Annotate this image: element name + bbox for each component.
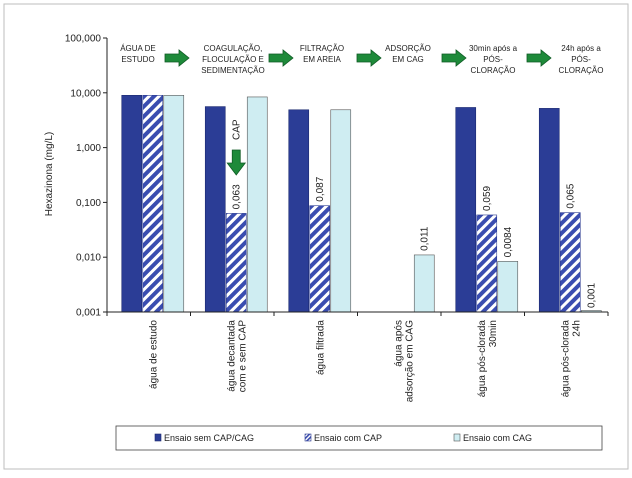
process-step-label: 30min após a xyxy=(469,44,518,53)
data-label: 0,011 xyxy=(419,226,430,251)
bar xyxy=(163,95,185,313)
bar xyxy=(455,107,477,313)
x-category-label: água filtrada xyxy=(315,320,326,375)
legend: Ensaio sem CAP/CAG Ensaio com CAP Ensaio c… xyxy=(115,425,603,451)
data-label: 0,087 xyxy=(315,176,326,201)
y-tick-label: 0,001 xyxy=(76,308,101,319)
y-tick-label: 0,100 xyxy=(76,198,101,209)
axes xyxy=(103,37,609,316)
bar xyxy=(288,109,310,313)
process-step-label: ESTUDO xyxy=(121,55,154,64)
process-step-label: PÓS- xyxy=(571,55,591,64)
bar xyxy=(538,108,560,313)
y-tick-labels: 100,000 10,000 1,000 0,100 0,010 0,001 xyxy=(65,34,102,319)
process-step-label: EM CAG xyxy=(392,55,424,64)
data-labels: 0,063 0,087 0,011 0,059 0,0084 0,065 0,001 xyxy=(231,176,597,308)
legend-label: Ensaio sem CAP/CAG xyxy=(164,433,254,443)
x-category-label: com e sem CAP xyxy=(237,320,248,393)
data-label: 0,001 xyxy=(586,283,597,308)
x-category-label: adsorção em CAG xyxy=(404,320,415,402)
x-category-label: água de estudo xyxy=(148,320,159,389)
bar xyxy=(204,106,226,313)
legend-label: Ensaio com CAG xyxy=(463,433,532,443)
bar xyxy=(330,109,352,313)
x-category-label: água decantada xyxy=(226,320,237,392)
bar xyxy=(559,212,581,313)
process-arrow-icon xyxy=(441,49,467,67)
legend-box xyxy=(115,425,603,451)
legend-swatch xyxy=(453,433,461,442)
data-label: 0,063 xyxy=(231,184,242,209)
bar xyxy=(225,213,247,313)
process-arrows xyxy=(164,49,552,67)
cap-annotation: CAP xyxy=(226,119,247,176)
legend-swatch xyxy=(154,433,162,442)
process-step-labels: ÁGUA DE ESTUDO COAGULAÇÃO, FLOCULAÇÃO E SEDI… xyxy=(120,44,603,75)
process-step-label: CLORAÇÃO xyxy=(471,66,516,75)
y-tick-label: 0,010 xyxy=(76,253,101,264)
y-axis-label: Hexazinona (mg/L) xyxy=(44,132,55,216)
process-step-label: 24h após a xyxy=(561,44,601,53)
process-arrow-icon xyxy=(356,49,382,67)
data-label: 0,059 xyxy=(482,185,493,210)
y-tick-label: 1,000 xyxy=(76,143,101,154)
cap-annotation-label: CAP xyxy=(231,119,242,140)
process-step-label: FILTRAÇÃO xyxy=(300,44,344,53)
data-label: 0,0084 xyxy=(503,226,514,257)
x-category-label: água pós-clorada xyxy=(560,320,571,398)
y-tick-label: 10,000 xyxy=(70,88,101,99)
process-step-label: ADSORÇÃO xyxy=(385,44,431,53)
bar xyxy=(121,95,143,313)
process-step-label: COAGULAÇÃO, xyxy=(204,44,263,53)
x-category-label: 30min xyxy=(488,320,499,347)
process-arrow-icon xyxy=(526,49,552,67)
process-step-label: FLOCULAÇÃO E xyxy=(202,55,264,64)
bar xyxy=(497,261,519,313)
data-label: 0,065 xyxy=(565,183,576,208)
legend-swatch xyxy=(304,433,312,442)
y-tick-label: 100,000 xyxy=(65,34,102,45)
x-category-label: água após xyxy=(393,320,404,367)
x-category-label: 24h xyxy=(571,320,582,337)
bar xyxy=(476,214,498,313)
process-step-label: ÁGUA DE xyxy=(120,44,156,53)
bar xyxy=(309,205,331,313)
process-step-label: PÓS- xyxy=(483,55,503,64)
bar xyxy=(246,96,268,313)
bars xyxy=(121,95,602,313)
cap-down-arrow-icon xyxy=(226,149,247,176)
process-arrow-icon xyxy=(164,49,190,67)
x-category-label: água pós-clorada xyxy=(477,320,488,398)
bar xyxy=(413,254,435,313)
x-tick-labels: água de estudo água decantada com e sem CA… xyxy=(148,320,582,403)
process-arrow-icon xyxy=(268,49,294,67)
legend-label: Ensaio com CAP xyxy=(314,433,382,443)
process-step-label: CLORAÇÃO xyxy=(559,66,604,75)
process-step-label: SEDIMENTAÇÃO xyxy=(201,66,264,75)
bar xyxy=(142,95,164,313)
process-step-label: EM AREIA xyxy=(303,55,341,64)
